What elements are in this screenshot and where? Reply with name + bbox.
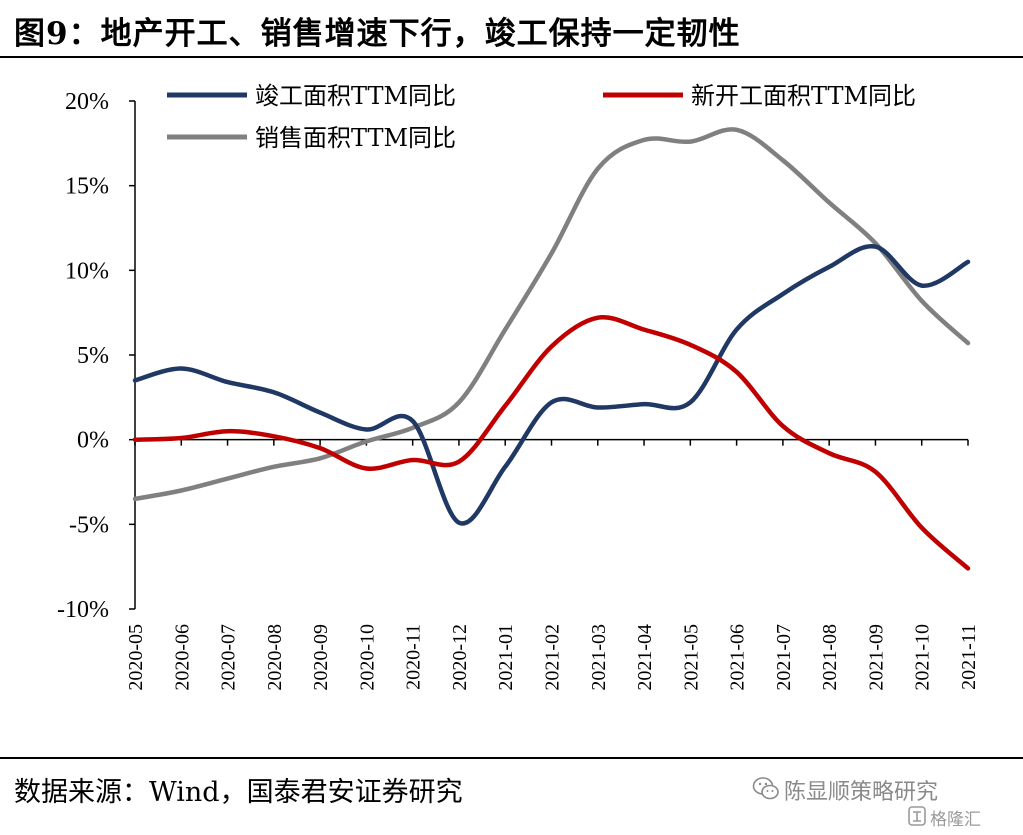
legend-label-0: 竣工面积TTM同比	[255, 82, 456, 110]
x-tick-label: 2021-06	[727, 624, 749, 691]
watermark-text: 陈显顺策略研究	[784, 780, 939, 805]
axes	[134, 101, 968, 609]
series-line-2	[132, 127, 971, 502]
series-lines	[132, 127, 971, 571]
x-tick-label: 2021-04	[634, 624, 656, 691]
gelonghui-logo-icon	[908, 806, 926, 826]
line-chart: -10%-5%0%5%10%15%20% 2020-05 2020-06 2020-…	[57, 82, 980, 691]
y-tick-label: 0%	[77, 428, 109, 454]
x-tick-label: 2021-02	[542, 624, 564, 691]
y-axis-ticks: -10% -5% 0% 5% 10% 15% 20%	[57, 89, 135, 623]
y-tick-label: -5%	[69, 512, 109, 538]
source-divider	[0, 757, 1023, 759]
x-tick-label: 2020-11	[403, 624, 425, 690]
title-underline	[0, 56, 1023, 58]
legend-label-1: 新开工面积TTM同比	[691, 82, 916, 110]
x-tick-label: 2021-11	[958, 624, 980, 690]
data-source: 数据来源：Wind，国泰君安证券研究	[14, 777, 463, 808]
y-tick-label: 5%	[77, 343, 109, 369]
y-tick-label: 10%	[65, 258, 109, 284]
x-tick-label: 2020-12	[449, 624, 471, 691]
y-tick-label: 20%	[65, 89, 109, 115]
y-tick-label: -10%	[57, 597, 109, 623]
wechat-icon	[752, 777, 779, 800]
x-tick-label: 2020-05	[125, 624, 147, 691]
x-tick-label: 2021-01	[495, 624, 517, 691]
x-tick-label: 2021-07	[773, 624, 795, 691]
x-tick-label: 2021-09	[865, 624, 887, 691]
x-tick-label: 2020-06	[171, 624, 193, 691]
chart-title: 图9：地产开工、销售增速下行，竣工保持一定韧性	[14, 16, 741, 52]
y-tick-label: 15%	[65, 174, 109, 200]
legend-label-2: 销售面积TTM同比	[255, 124, 456, 152]
x-tick-label: 2020-09	[310, 624, 332, 691]
series-line-0	[132, 244, 971, 526]
x-tick-label: 2020-08	[264, 624, 286, 691]
x-tick-label: 2021-08	[819, 624, 841, 691]
x-tick-label: 2021-03	[588, 624, 610, 691]
x-tick-label: 2021-05	[680, 624, 702, 691]
x-tick-label: 2020-10	[356, 624, 378, 691]
x-tick-label: 2021-10	[912, 624, 934, 691]
x-tick-label: 2020-07	[218, 624, 240, 691]
series-line-1	[132, 314, 971, 571]
x-axis-ticks: 2020-05 2020-06 2020-07 2020-08 2020-09 2020-…	[125, 439, 980, 691]
watermark-badge: 格隆汇	[930, 810, 981, 830]
